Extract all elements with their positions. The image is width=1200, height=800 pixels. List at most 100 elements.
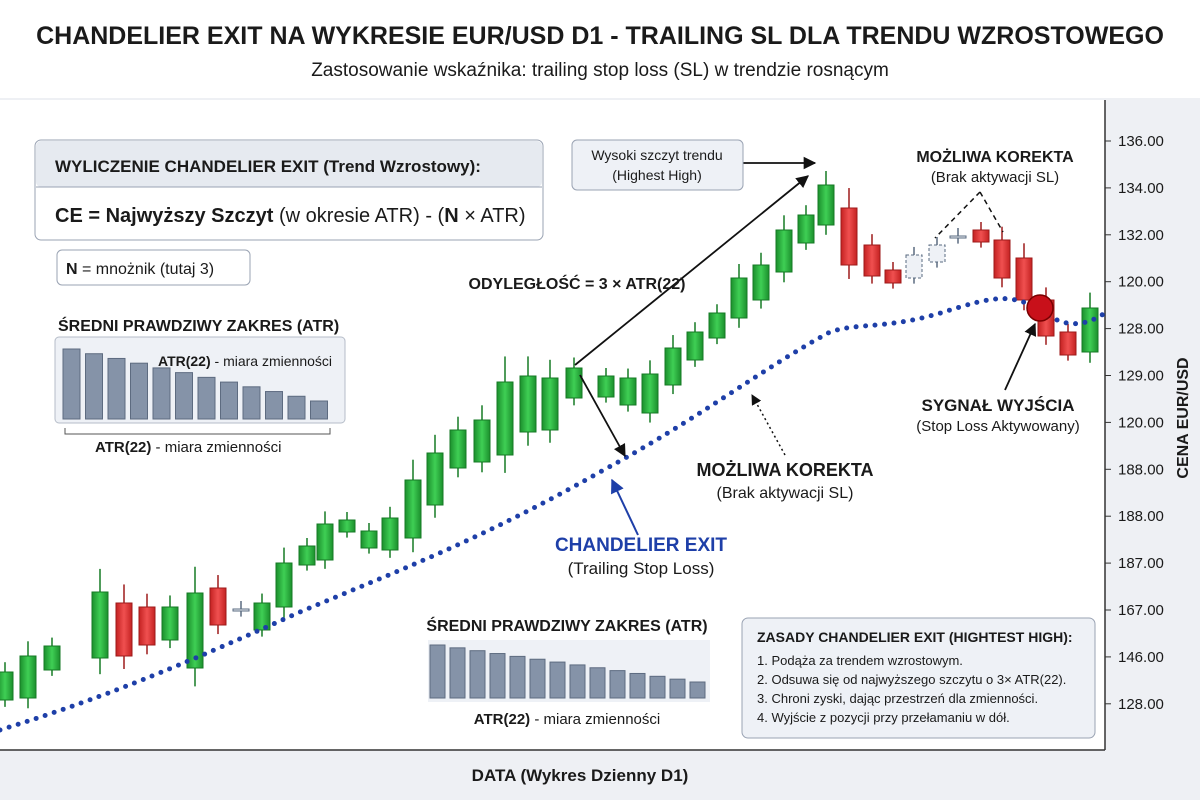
atr-bar (287, 395, 306, 420)
note-box (56, 249, 251, 286)
annotation-sub: (Brak aktywacji SL) (717, 485, 854, 502)
arrow (611, 478, 639, 536)
formula-part: CE = Najwyższy Szczyt (55, 205, 274, 227)
candle (43, 645, 61, 671)
label-part: - miara zmienności (151, 439, 281, 456)
atr-bar (197, 376, 216, 420)
candle (1081, 307, 1099, 353)
formula-part: N (444, 205, 458, 227)
candle (138, 606, 156, 646)
candle (905, 254, 923, 279)
atr-bar (629, 672, 646, 699)
candle (797, 214, 815, 244)
y-tick-label: 167.00 (1118, 602, 1164, 619)
rules-title: ZASADY CHANDELIER EXIT (HIGHTEST HIGH): (757, 629, 1073, 645)
atr-bar (609, 670, 626, 699)
y-tick-label: 129.00 (1118, 368, 1164, 385)
atr-bar (85, 353, 103, 420)
candle (928, 244, 946, 263)
arrow (579, 374, 626, 458)
note: N = mnożnik (tutaj 3) (66, 261, 214, 278)
callout-text: Wysoki szczyt trendu (591, 147, 722, 163)
y-tick-label: 134.00 (1118, 180, 1164, 197)
annotation-title: SYGNAŁ WYJŚCIA (921, 396, 1074, 415)
chandelier-exit-line (0, 296, 1108, 733)
formula-heading: WYLICZENIE CHANDELIER EXIT (Trend Wzrost… (55, 157, 481, 176)
annotation-title: MOŻLIWA KOREKTA (916, 148, 1074, 166)
dashed-line (934, 191, 981, 239)
atr-title: ŚREDNI PRAWDZIWY ZAKRES (ATR) (426, 616, 707, 635)
candle (565, 367, 583, 399)
atr-bars (429, 644, 706, 699)
candle (519, 375, 537, 433)
exit-point (1026, 294, 1054, 322)
rule-item: 1. Podąża za trendem wzrostowym. (757, 653, 963, 668)
annotation-title: MOŻLIWA KOREKTA (697, 460, 874, 480)
candle (298, 545, 316, 566)
callout-box (571, 139, 744, 191)
candle (161, 606, 179, 641)
atr-bar (649, 675, 666, 699)
candle (972, 229, 990, 243)
y-tick-label: 120.00 (1118, 274, 1164, 291)
subtitle: Zastosowanie wskaźnika: trailing stop lo… (311, 60, 889, 81)
x-axis-title: DATA (Wykres Dzienny D1) (472, 766, 689, 785)
candle (817, 184, 835, 226)
candle (275, 562, 293, 608)
candle (19, 655, 37, 699)
candle (863, 244, 881, 277)
bracket (64, 428, 331, 435)
arrow (751, 394, 786, 456)
atr-bar (175, 372, 193, 420)
label-part: ATR(22) (95, 439, 151, 456)
rule-item: 4. Wyjście z pozycji przy przełamaniu w … (757, 710, 1010, 725)
candle (449, 429, 467, 469)
atr-caption: ATR(22) - miara zmienności (95, 439, 281, 456)
y-tick-label: 128.00 (1118, 321, 1164, 338)
atr-bar (220, 381, 238, 420)
atr-bar (107, 357, 126, 420)
atr-bar (62, 348, 81, 420)
arrow (1004, 322, 1037, 391)
candle (597, 375, 615, 398)
note-part: N (66, 261, 78, 278)
candle (775, 229, 793, 273)
dashed-line (979, 191, 1004, 233)
annotation-sub: (Trailing Stop Loss) (568, 559, 715, 578)
atr-bar (669, 678, 686, 699)
atr-bar (310, 400, 328, 420)
rule-item: 2. Odsuwa się od najwyższego szczytu o 3… (757, 672, 1066, 687)
atr-bar (549, 661, 566, 699)
candle (664, 347, 682, 386)
candle (730, 277, 748, 319)
annotation-title: CHANDELIER EXIT (555, 535, 727, 556)
y-tick-label: 187.00 (1118, 555, 1164, 572)
candle (186, 592, 204, 669)
atr-bar (130, 362, 148, 420)
callout-text: (Highest High) (612, 167, 701, 183)
atr-title: ŚREDNI PRAWDZIWY ZAKRES (ATR) (58, 316, 339, 335)
candle (232, 608, 250, 612)
candles (0, 171, 1099, 709)
y-tick-label: 188.00 (1118, 508, 1164, 525)
atr-bar (449, 647, 466, 699)
distance-label: ODYLEGŁOŚĆ = 3 × ATR(22) (469, 274, 686, 293)
y-tick-label: 188.00 (1118, 461, 1164, 478)
candle (752, 264, 770, 301)
label-part: ATR(22) (474, 711, 530, 728)
label-part: ATR(22) (158, 353, 211, 369)
candle (641, 373, 659, 414)
y-tick-label: 146.00 (1118, 649, 1164, 666)
note-part: = mnożnik (tutaj 3) (78, 261, 215, 278)
label-part: - miara zmienności (211, 353, 332, 369)
candle (541, 377, 559, 431)
atr-caption: ATR(22) - miara zmienności (474, 711, 660, 728)
candle (496, 381, 514, 456)
atr-bar (689, 681, 706, 699)
y-tick-label: 128.00 (1118, 696, 1164, 713)
candle (253, 602, 271, 631)
atr-bar (589, 667, 606, 699)
atr-bar (489, 653, 506, 699)
candle (0, 671, 14, 701)
y-tick-label: 136.00 (1118, 133, 1164, 150)
